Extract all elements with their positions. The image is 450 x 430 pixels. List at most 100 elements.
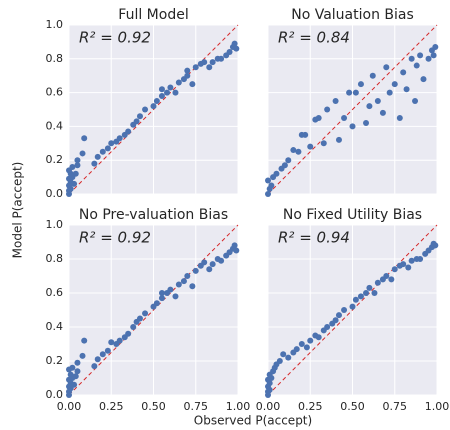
data-point [403, 86, 410, 93]
data-point [412, 98, 419, 105]
data-point [391, 81, 398, 88]
data-point [276, 358, 283, 364]
data-point [158, 92, 165, 99]
data-point [74, 162, 81, 169]
data-point [391, 266, 398, 273]
data-point [206, 64, 213, 71]
data-point [265, 177, 271, 184]
data-point [371, 290, 378, 296]
data-point [332, 317, 339, 324]
data-point [136, 315, 143, 322]
data-point [281, 162, 288, 169]
y-axis-label: Model P(accept) [11, 162, 25, 259]
data-point [379, 109, 386, 116]
data-point [298, 341, 305, 347]
x-tick-label: 0.00 [57, 400, 82, 413]
data-point [335, 312, 342, 319]
data-point [175, 281, 182, 288]
data-point [280, 351, 287, 358]
data-point [184, 67, 191, 74]
x-tick-label: 0.75 [184, 400, 209, 413]
data-point [71, 381, 78, 388]
r-squared: R² = 0.92 [79, 229, 151, 247]
data-point [357, 293, 364, 300]
data-point [386, 89, 393, 96]
y-tick-label: 0.0 [46, 187, 64, 200]
x-tick-label: 0.50 [340, 400, 365, 413]
data-point [91, 160, 98, 167]
data-point [99, 148, 106, 155]
data-point [400, 69, 407, 76]
identity-line [267, 24, 438, 195]
data-point [332, 98, 339, 105]
data-point [184, 72, 191, 79]
data-point [231, 40, 238, 47]
data-point [74, 157, 81, 164]
panel-title: No Pre-valuation Bias [79, 207, 228, 223]
x-tick-label: 0.75 [383, 400, 408, 413]
data-point [413, 62, 420, 69]
data-point [307, 143, 314, 150]
data-point [408, 55, 415, 62]
data-point [142, 106, 149, 113]
identity-line [68, 224, 239, 396]
data-point [218, 257, 225, 264]
data-point [189, 283, 196, 290]
data-point [408, 257, 415, 264]
data-point [74, 359, 81, 366]
y-tick-label: 1.0 [46, 18, 64, 31]
r-squared: R² = 0.92 [79, 29, 151, 47]
data-point [209, 261, 216, 268]
data-point [383, 273, 390, 279]
data-point [366, 284, 373, 291]
data-point [218, 55, 225, 62]
y-tick-label: 0.6 [46, 86, 64, 99]
data-point [175, 79, 182, 86]
panel-title: Full Model [118, 7, 188, 23]
data-point [67, 371, 74, 378]
data-point [324, 106, 331, 113]
y-tick-label: 0.4 [46, 119, 64, 132]
y-tick-label: 1.0 [46, 218, 64, 231]
data-point [136, 113, 143, 120]
x-tick-label: 0.00 [256, 400, 281, 413]
data-point [172, 293, 179, 300]
y-tick-label: 0.8 [46, 52, 64, 65]
data-point [74, 368, 81, 375]
data-point [206, 266, 213, 273]
data-point [104, 347, 111, 354]
r-squared: R² = 0.84 [278, 29, 350, 47]
data-point [108, 140, 115, 147]
data-point [69, 163, 76, 170]
data-point [307, 337, 314, 344]
identity-line [267, 224, 438, 396]
panel-title: No Fixed Utility Bias [283, 207, 422, 223]
data-point [400, 261, 407, 268]
data-point [81, 337, 88, 344]
data-point [201, 59, 208, 66]
data-point [180, 278, 187, 285]
data-point [420, 76, 427, 83]
data-point [192, 267, 199, 274]
data-point [104, 145, 111, 152]
data-point [108, 339, 115, 346]
data-point [226, 49, 233, 56]
data-point [293, 346, 300, 353]
data-point [357, 81, 364, 88]
data-point [99, 351, 106, 358]
data-point [133, 118, 140, 125]
data-point [69, 364, 76, 371]
data-point [341, 114, 348, 121]
data-point [396, 114, 403, 121]
data-point [265, 191, 271, 197]
data-point [363, 120, 370, 127]
data-point [285, 354, 292, 361]
data-point [172, 89, 179, 96]
data-point [125, 128, 132, 135]
y-tick-label: 0.6 [46, 286, 64, 299]
data-point [184, 273, 191, 279]
data-point [374, 279, 381, 286]
data-point [349, 123, 356, 130]
data-point [79, 352, 86, 359]
